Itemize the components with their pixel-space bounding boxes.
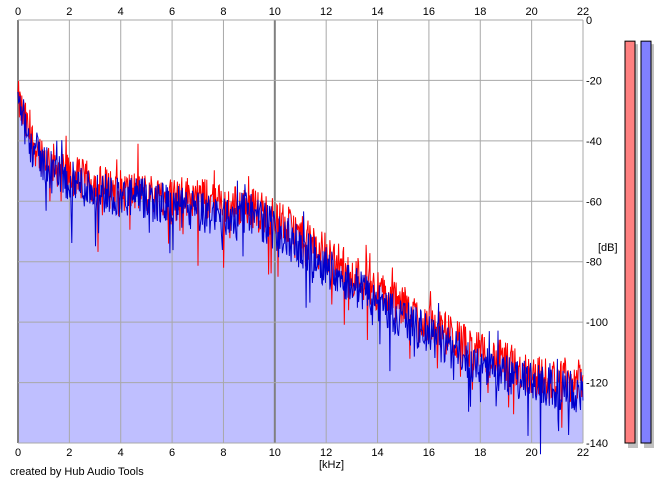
x-tick-label-bottom: 8 (220, 447, 226, 459)
y-tick-label: 0 (586, 15, 592, 27)
x-tick-label-bottom: 14 (371, 447, 383, 459)
y-tick-label: -60 (586, 196, 602, 208)
x-tick-label-top: 18 (474, 6, 486, 18)
x-tick-label-top: 14 (371, 6, 383, 18)
credit-text: created by Hub Audio Tools (10, 466, 144, 478)
x-tick-label-top: 4 (118, 6, 124, 18)
x-tick-label-bottom: 6 (169, 447, 175, 459)
x-tick-label-top: 12 (320, 6, 332, 18)
series-line-right (17, 91, 584, 455)
x-tick-label-top: 16 (423, 6, 435, 18)
y-tick-label: -40 (586, 136, 602, 148)
x-tick-label-top: 2 (66, 6, 72, 18)
x-tick-label-bottom: 0 (15, 447, 21, 459)
x-tick-label-top: 6 (169, 6, 175, 18)
x-axis-label: [kHz] (319, 459, 345, 471)
y-axis-label: [dB] (598, 242, 618, 254)
x-tick-label-bottom: 4 (118, 447, 124, 459)
level-meter-left (624, 40, 636, 444)
y-tick-label: -100 (586, 317, 608, 329)
y-tick-label: -140 (586, 438, 608, 450)
x-tick-label-bottom: 12 (320, 447, 332, 459)
x-tick-label-top: 10 (269, 6, 281, 18)
x-tick-label-bottom: 2 (66, 447, 72, 459)
x-tick-label-top: 8 (220, 6, 226, 18)
y-tick-label: -120 (586, 378, 608, 390)
x-tick-label-top: 0 (15, 6, 21, 18)
x-tick-label-top: 22 (577, 6, 589, 18)
x-tick-label-bottom: 20 (526, 447, 538, 459)
x-tick-label-top: 20 (526, 6, 538, 18)
y-tick-label: -20 (586, 75, 602, 87)
y-tick-label: -80 (586, 257, 602, 269)
x-tick-label-bottom: 16 (423, 447, 435, 459)
x-tick-label-bottom: 18 (474, 447, 486, 459)
x-tick-label-bottom: 10 (269, 447, 281, 459)
x-tick-label-bottom: 22 (577, 447, 589, 459)
level-meter-right (640, 40, 652, 444)
